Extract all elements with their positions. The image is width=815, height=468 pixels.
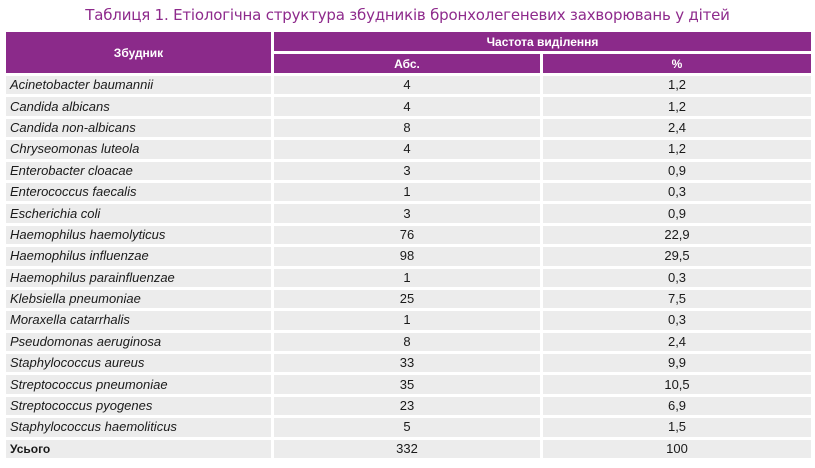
abs-value: 98 (274, 247, 540, 266)
percent-value: 2,4 (543, 118, 812, 138)
percent-value: 6,9 (543, 396, 812, 416)
abs-value: 23 (274, 396, 540, 416)
pathogen-name: Candida non-albicans (6, 118, 271, 138)
percent-value: 1,2 (543, 140, 812, 159)
pathogen-name: Moraxella catarrhalis (6, 311, 271, 330)
total-percent: 100 (543, 439, 812, 459)
total-label: Усього (6, 439, 271, 459)
pathogen-name: Chryseomonas luteola (6, 140, 271, 159)
pathogen-table: Збудник Частота виділення Абс. % Acineto… (3, 29, 814, 461)
percent-value: 10,5 (543, 375, 812, 394)
percent-value: 1,2 (543, 76, 812, 95)
pathogen-name: Pseudomonas aeruginosa (6, 332, 271, 352)
header-pathogen: Збудник (6, 32, 271, 73)
abs-value: 4 (274, 76, 540, 95)
table-row: Streptococcus pneumoniae 35 10,5 (6, 375, 812, 394)
percent-value: 0,3 (543, 311, 812, 330)
percent-value: 7,5 (543, 289, 812, 309)
header-percent: % (543, 54, 812, 73)
abs-value: 3 (274, 161, 540, 180)
pathogen-name: Haemophilus influenzae (6, 247, 271, 266)
percent-value: 2,4 (543, 332, 812, 352)
pathogen-name: Klebsiella pneumoniae (6, 289, 271, 309)
percent-value: 0,9 (543, 161, 812, 180)
table-body: Acinetobacter baumannii 4 1,2 Candida al… (6, 76, 812, 459)
table-row: Chryseomonas luteola 4 1,2 (6, 140, 812, 159)
table-row: Haemophilus influenzae 98 29,5 (6, 247, 812, 266)
table-row: Candida non-albicans 8 2,4 (6, 118, 812, 138)
pathogen-name: Staphylococcus aureus (6, 354, 271, 373)
pathogen-name: Enterobacter cloacae (6, 161, 271, 180)
abs-value: 33 (274, 354, 540, 373)
table-row: Moraxella catarrhalis 1 0,3 (6, 311, 812, 330)
abs-value: 1 (274, 182, 540, 202)
pathogen-name: Streptococcus pyogenes (6, 396, 271, 416)
abs-value: 8 (274, 118, 540, 138)
pathogen-name: Escherichia coli (6, 204, 271, 223)
table-row: Pseudomonas aeruginosa 8 2,4 (6, 332, 812, 352)
abs-value: 5 (274, 418, 540, 437)
abs-value: 1 (274, 311, 540, 330)
pathogen-name: Candida albicans (6, 97, 271, 116)
pathogen-name: Acinetobacter baumannii (6, 76, 271, 95)
table-caption: Таблиця 1. Етіологічна структура збудник… (85, 6, 730, 24)
percent-value: 22,9 (543, 225, 812, 245)
table-row: Haemophilus haemolyticus 76 22,9 (6, 225, 812, 245)
percent-value: 0,9 (543, 204, 812, 223)
pathogen-name: Streptococcus pneumoniae (6, 375, 271, 394)
total-abs: 332 (274, 439, 540, 459)
pathogen-name: Enterococcus faecalis (6, 182, 271, 202)
abs-value: 1 (274, 268, 540, 287)
abs-value: 8 (274, 332, 540, 352)
abs-value: 76 (274, 225, 540, 245)
table-row: Klebsiella pneumoniae 25 7,5 (6, 289, 812, 309)
table-row: Haemophilus parainfluenzae 1 0,3 (6, 268, 812, 287)
header-frequency: Частота виділення (274, 32, 812, 51)
table-row: Enterobacter cloacae 3 0,9 (6, 161, 812, 180)
table-row: Streptococcus pyogenes 23 6,9 (6, 396, 812, 416)
pathogen-name: Haemophilus parainfluenzae (6, 268, 271, 287)
percent-value: 29,5 (543, 247, 812, 266)
table-row: Enterococcus faecalis 1 0,3 (6, 182, 812, 202)
table-row: Staphylococcus haemoliticus 5 1,5 (6, 418, 812, 437)
percent-value: 0,3 (543, 182, 812, 202)
abs-value: 4 (274, 97, 540, 116)
percent-value: 0,3 (543, 268, 812, 287)
table-row: Acinetobacter baumannii 4 1,2 (6, 76, 812, 95)
percent-value: 1,2 (543, 97, 812, 116)
abs-value: 3 (274, 204, 540, 223)
pathogen-name: Staphylococcus haemoliticus (6, 418, 271, 437)
abs-value: 35 (274, 375, 540, 394)
table-row: Candida albicans 4 1,2 (6, 97, 812, 116)
abs-value: 25 (274, 289, 540, 309)
header-abs: Абс. (274, 54, 540, 73)
pathogen-name: Haemophilus haemolyticus (6, 225, 271, 245)
percent-value: 1,5 (543, 418, 812, 437)
percent-value: 9,9 (543, 354, 812, 373)
table-row: Staphylococcus aureus 33 9,9 (6, 354, 812, 373)
total-row: Усього 332 100 (6, 439, 812, 459)
table-row: Escherichia coli 3 0,9 (6, 204, 812, 223)
abs-value: 4 (274, 140, 540, 159)
